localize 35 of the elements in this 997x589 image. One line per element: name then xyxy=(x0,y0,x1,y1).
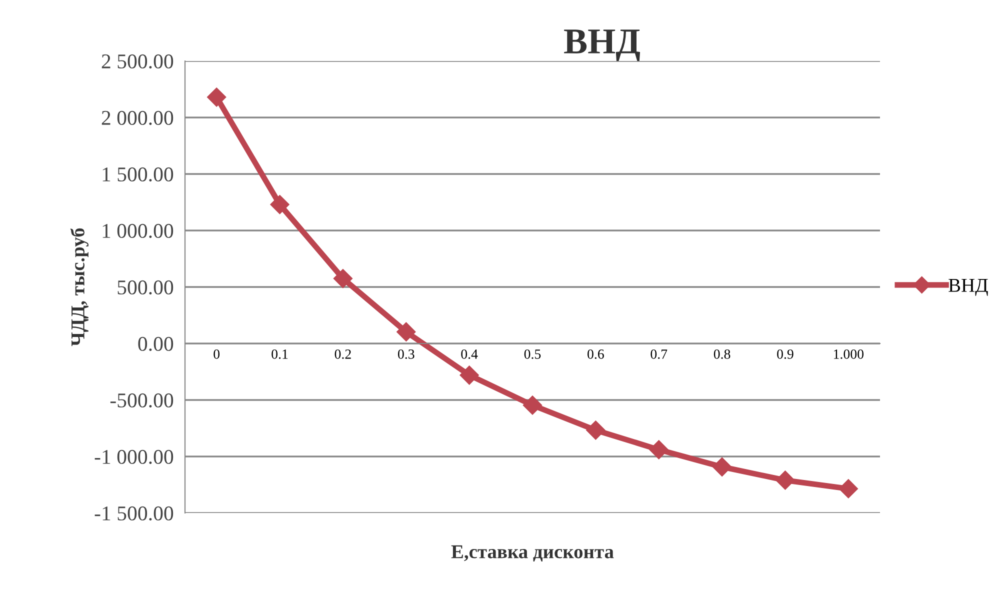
x-tick-label: 0.6 xyxy=(588,349,604,359)
y-tick-label: 2 000.00 xyxy=(102,110,174,126)
point xyxy=(712,457,732,476)
point xyxy=(776,470,795,490)
point xyxy=(838,479,858,498)
x-tick-label: 0.4 xyxy=(461,349,478,359)
y-tick-label: -1 000.00 xyxy=(94,450,174,464)
y-tick-label: 1 000.00 xyxy=(102,224,174,238)
x-tick-label: 0.7 xyxy=(650,349,668,359)
point xyxy=(460,366,479,385)
legend-label: ВНД xyxy=(948,279,988,296)
point xyxy=(207,88,226,107)
y-tick-label: 1 500.00 xyxy=(102,167,174,182)
point xyxy=(333,268,352,288)
chart-title: ВНД xyxy=(564,30,640,61)
x-tick-label: 0.8 xyxy=(714,349,730,359)
point xyxy=(586,420,606,440)
x-tick-label: 0.9 xyxy=(777,349,794,359)
y-axis-title: ЧДД, тыс.руб xyxy=(70,228,88,346)
point xyxy=(649,440,668,460)
x-tick-label: 0.5 xyxy=(524,349,541,359)
x-tick-label: 0.2 xyxy=(334,349,351,359)
y-tick-label: -1 500.00 xyxy=(94,506,174,521)
x-tick-label: 0.1 xyxy=(272,349,288,359)
point xyxy=(270,194,290,214)
x-tick-label: 1.000 xyxy=(834,349,864,359)
x-tick-label: 0 xyxy=(214,349,220,359)
point xyxy=(396,322,416,342)
point xyxy=(522,396,542,415)
x-tick-label: 0.3 xyxy=(398,349,414,359)
y-tick-label: 0.00 xyxy=(138,336,174,352)
y-tick-label: 500.00 xyxy=(118,280,174,295)
x-axis-title: Е,ставка дисконта xyxy=(451,545,614,562)
y-tick-label: -500.00 xyxy=(110,393,174,408)
y-tick-label: 2 500.00 xyxy=(102,54,174,69)
